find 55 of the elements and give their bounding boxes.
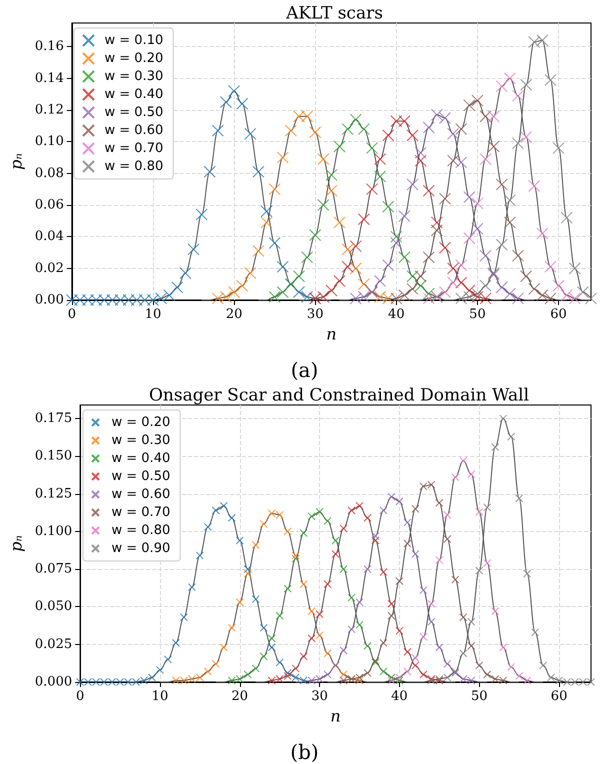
y-tick-label: 0.075 bbox=[34, 562, 72, 577]
chart-title: AKLT scars bbox=[285, 4, 383, 24]
y-tick-label: 0.125 bbox=[34, 486, 72, 502]
x-tick-label: 10 bbox=[152, 689, 168, 704]
y-tick-label: 0.00 bbox=[34, 292, 64, 308]
legend-label: w = 0.20 bbox=[104, 51, 164, 66]
chart-title: Onsager Scar and Constrained Domain Wall bbox=[148, 386, 530, 406]
y-tick-label: 0.175 bbox=[34, 411, 72, 426]
legend-label: w = 0.30 bbox=[104, 69, 164, 84]
y-tick-label: 0.08 bbox=[34, 166, 64, 181]
x-tick-label: 20 bbox=[231, 689, 248, 704]
x-axis-title: n bbox=[330, 706, 341, 726]
x-tick-label: 40 bbox=[391, 689, 408, 704]
y-tick-label: 0.025 bbox=[34, 636, 72, 652]
y-tick-label: 0.150 bbox=[34, 448, 72, 464]
legend-label: w = 0.50 bbox=[112, 469, 170, 484]
legend-label: w = 0.70 bbox=[112, 505, 170, 520]
x-tick-label: 20 bbox=[226, 307, 242, 322]
y-tick-label: 0.14 bbox=[34, 70, 64, 86]
legend-label: w = 0.20 bbox=[112, 415, 170, 430]
x-tick-label: 10 bbox=[144, 307, 162, 322]
legend-label: w = 0.10 bbox=[104, 33, 164, 48]
y-tick-label: 0.12 bbox=[34, 102, 64, 118]
legend-label: w = 0.70 bbox=[104, 141, 164, 156]
x-tick-label: 0 bbox=[68, 307, 76, 322]
legend-label: w = 0.80 bbox=[104, 159, 164, 174]
y-tick-label: 0.050 bbox=[34, 599, 72, 614]
text: (b) bbox=[290, 740, 319, 764]
y-tick-label: 0.02 bbox=[34, 260, 64, 276]
x-tick-label: 30 bbox=[306, 307, 324, 322]
y-axis-title: pₙ bbox=[6, 153, 26, 170]
y-tick-label: 0.04 bbox=[34, 229, 64, 244]
legend-label: w = 0.90 bbox=[112, 541, 170, 556]
y-tick-label: 0.100 bbox=[34, 524, 72, 539]
y-tick-label: 0.16 bbox=[34, 39, 64, 54]
y-axis-title: pₙ bbox=[6, 535, 26, 552]
legend-label: w = 0.60 bbox=[112, 487, 170, 502]
y-tick-label: 0.000 bbox=[34, 674, 72, 690]
x-tick-label: 40 bbox=[388, 307, 405, 322]
legend-label: w = 0.60 bbox=[104, 123, 164, 138]
x-tick-label: 50 bbox=[469, 307, 486, 322]
y-tick-label: 0.06 bbox=[34, 198, 64, 213]
legend-label: w = 0.30 bbox=[112, 433, 170, 448]
x-tick-label: 50 bbox=[470, 689, 488, 704]
legend-label: w = 0.40 bbox=[112, 451, 170, 466]
y-tick-label: 0.10 bbox=[34, 134, 64, 150]
x-tick-label: 30 bbox=[311, 689, 328, 704]
x-tick-label: 60 bbox=[550, 307, 567, 322]
x-axis-title: n bbox=[326, 324, 337, 344]
legend-label: w = 0.80 bbox=[112, 523, 170, 538]
legend-label: w = 0.40 bbox=[104, 87, 164, 102]
x-tick-label: 0 bbox=[76, 689, 84, 704]
text: (a) bbox=[290, 358, 318, 382]
x-tick-label: 60 bbox=[550, 689, 568, 704]
legend-label: w = 0.50 bbox=[104, 105, 164, 120]
